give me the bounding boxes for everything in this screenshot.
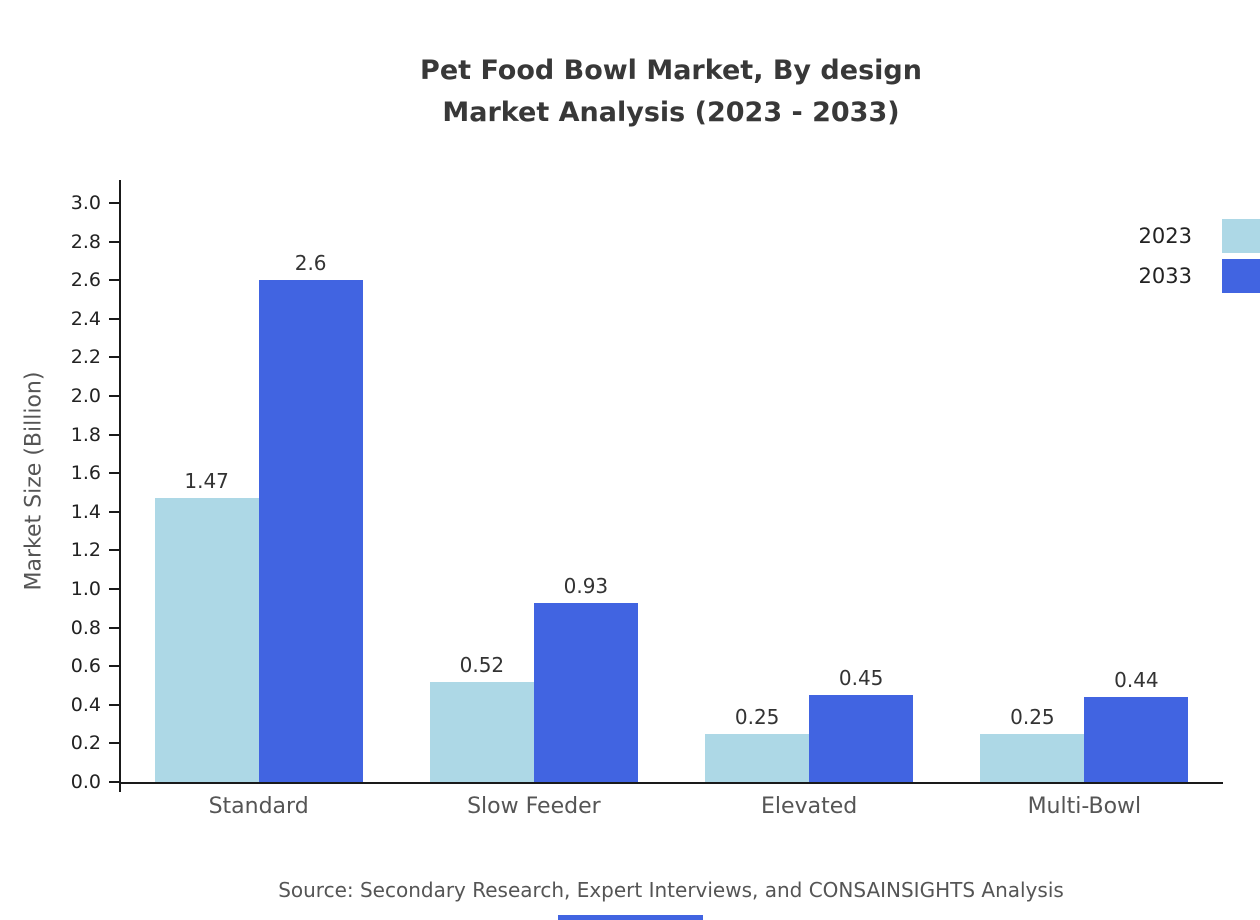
y-tick-label: 1.0 bbox=[70, 578, 101, 600]
bar-value-label: 0.25 bbox=[1010, 704, 1055, 729]
bar-column: 0.93 bbox=[533, 573, 638, 782]
bar-2023 bbox=[429, 681, 534, 782]
legend-swatch bbox=[1222, 259, 1260, 293]
bar-2023 bbox=[154, 498, 259, 782]
bar-value-label: 1.47 bbox=[184, 469, 229, 494]
x-tick-label: Elevated bbox=[761, 794, 858, 819]
legend-item-2033: 2033 bbox=[1139, 259, 1260, 293]
bar-value-label: 0.93 bbox=[563, 573, 609, 598]
bar-value-label: 2.6 bbox=[294, 251, 327, 276]
bar-group-slow-feeder: 0.52 0.93 bbox=[396, 180, 671, 782]
footer-accent-bar bbox=[558, 915, 703, 920]
bar-column: 1.47 bbox=[154, 469, 259, 782]
y-tick-mark bbox=[109, 665, 119, 668]
y-tick-label: 1.2 bbox=[70, 539, 101, 562]
y-tick-mark bbox=[109, 433, 119, 436]
y-tick-mark bbox=[109, 356, 119, 359]
y-tick-label: 0.0 bbox=[70, 771, 101, 793]
bar-value-label: 0.25 bbox=[734, 704, 780, 729]
bar-groups: 1.47 2.6 0.52 0.93 0.25 0.45 0.25 0.44 bbox=[121, 180, 1222, 782]
y-tick-label: 2.6 bbox=[70, 269, 101, 292]
bar-column: 0.45 bbox=[809, 666, 914, 782]
y-tick-label: 1.6 bbox=[70, 462, 101, 485]
bar-2033 bbox=[258, 280, 363, 782]
y-tick-mark bbox=[109, 202, 119, 204]
source-note: Source: Secondary Research, Expert Inter… bbox=[278, 878, 1064, 902]
y-tick-mark bbox=[109, 279, 119, 282]
y-tick-label: 0.4 bbox=[70, 693, 101, 716]
y-tick-mark bbox=[109, 510, 119, 513]
y-tick-mark bbox=[109, 472, 119, 475]
x-tick-label: Multi-Bowl bbox=[1027, 794, 1142, 819]
y-tick-mark bbox=[109, 703, 119, 706]
bar-2033 bbox=[533, 602, 638, 782]
y-tick-label: 1.4 bbox=[70, 500, 101, 523]
bar-column: 0.44 bbox=[1084, 668, 1189, 782]
bar-group-standard: 1.47 2.6 bbox=[121, 180, 396, 782]
y-tick-label: 2.0 bbox=[70, 385, 101, 407]
x-tick-label: Standard bbox=[208, 794, 309, 819]
bar-2033 bbox=[1084, 697, 1189, 782]
y-tick-mark bbox=[109, 781, 119, 783]
y-tick-label: 0.2 bbox=[70, 732, 101, 755]
legend-swatch bbox=[1222, 219, 1260, 253]
x-tick-label: Slow Feeder bbox=[467, 794, 601, 819]
legend: 2023 2033 bbox=[1139, 219, 1260, 293]
y-tick-label: 0.6 bbox=[70, 655, 101, 678]
bar-column: 2.6 bbox=[258, 251, 363, 782]
y-tick-mark bbox=[109, 549, 119, 552]
y-tick-mark bbox=[109, 395, 119, 397]
bar-group-elevated: 0.25 0.45 bbox=[672, 180, 947, 782]
bar-column: 0.25 bbox=[705, 704, 810, 782]
chart-title-line1: Pet Food Bowl Market, By design bbox=[420, 55, 922, 86]
bar-value-label: 0.52 bbox=[459, 652, 505, 677]
y-tick-label: 3.0 bbox=[70, 192, 101, 214]
chart-title-line2: Market Analysis (2023 - 2033) bbox=[442, 96, 900, 128]
y-tick-label: 2.4 bbox=[70, 307, 101, 330]
bar-group-multi-bowl: 0.25 0.44 bbox=[947, 180, 1222, 782]
bar-2023 bbox=[980, 733, 1085, 782]
chart-title: Pet Food Bowl Market, By design Market A… bbox=[120, 50, 1222, 134]
legend-item-2023: 2023 bbox=[1139, 219, 1260, 253]
y-tick-label: 1.8 bbox=[70, 423, 101, 446]
bar-2033 bbox=[809, 695, 914, 782]
x-axis-labels: Standard Slow Feeder Elevated Multi-Bowl bbox=[121, 794, 1222, 819]
y-tick-mark bbox=[109, 742, 119, 745]
y-tick-mark bbox=[109, 626, 119, 629]
y-tick-mark bbox=[109, 240, 119, 243]
bar-column: 0.25 bbox=[980, 704, 1085, 782]
y-axis-line bbox=[119, 180, 121, 784]
bar-column: 0.52 bbox=[429, 652, 534, 782]
x-axis-origin-tick bbox=[119, 784, 121, 792]
y-tick-label: 0.8 bbox=[70, 616, 101, 639]
y-tick-mark bbox=[109, 588, 119, 590]
y-tick-label: 2.2 bbox=[70, 346, 101, 369]
bar-value-label: 0.45 bbox=[838, 666, 884, 691]
bar-value-label: 0.44 bbox=[1114, 668, 1159, 693]
legend-label: 2023 bbox=[1138, 224, 1192, 248]
plot-area: 0.0 0.2 0.4 0.6 0.8 1.0 1.2 1.4 1.6 1.8 2.0 2.2 2.4 2… bbox=[71, 180, 1222, 793]
y-tick-label: 2.8 bbox=[70, 230, 101, 253]
legend-label: 2033 bbox=[1138, 264, 1192, 288]
bar-2023 bbox=[705, 733, 810, 782]
y-tick-mark bbox=[109, 317, 119, 320]
x-axis-line bbox=[119, 782, 1223, 784]
